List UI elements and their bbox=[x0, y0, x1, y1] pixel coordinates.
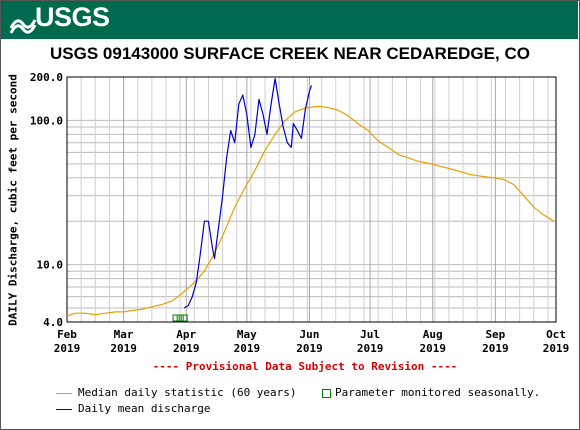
legend-seasonal-label: Parameter monitored seasonally. bbox=[335, 386, 541, 399]
y-tick-label: 10.0 bbox=[37, 259, 64, 272]
x-tick-month: Sep bbox=[485, 328, 505, 341]
provisional-note: ---- Provisional Data Subject to Revisio… bbox=[152, 360, 458, 373]
x-tick-month: Jul bbox=[360, 328, 380, 341]
daily-mean-series-line bbox=[183, 78, 313, 309]
plot-border bbox=[66, 76, 557, 323]
y-axis-title: DAILY Discharge, cubic feet per second bbox=[6, 74, 20, 326]
x-tick-year: 2019 bbox=[54, 342, 81, 355]
x-tick-month: May bbox=[237, 328, 257, 341]
median-swatch bbox=[56, 392, 72, 394]
legend-item-median: Median daily statistic (60 years) bbox=[56, 386, 297, 399]
chart-title: USGS 09143000 SURFACE CREEK NEAR CEDARED… bbox=[50, 44, 530, 63]
y-tick-label: 200.0 bbox=[30, 71, 63, 84]
x-tick-year: 2019 bbox=[296, 342, 323, 355]
legend-daily-label: Daily mean discharge bbox=[78, 402, 211, 415]
x-tick-month: Jun bbox=[300, 328, 320, 341]
legend-item-seasonal: Parameter monitored seasonally. bbox=[322, 386, 540, 399]
seasonal-marker bbox=[176, 314, 184, 322]
x-tick-year: 2019 bbox=[419, 342, 446, 355]
x-tick-year: 2019 bbox=[482, 342, 509, 355]
y-tick-label: 4.0 bbox=[43, 316, 63, 329]
seasonal-marker bbox=[172, 314, 180, 322]
daily-swatch bbox=[56, 408, 72, 410]
x-tick-year: 2019 bbox=[357, 342, 384, 355]
legend-median-label: Median daily statistic (60 years) bbox=[78, 386, 297, 399]
x-tick-month: Feb bbox=[57, 328, 77, 341]
x-tick-year: 2019 bbox=[234, 342, 261, 355]
x-tick-month: Mar bbox=[114, 328, 134, 341]
x-tick-month: Apr bbox=[176, 328, 196, 341]
median-series-line bbox=[66, 105, 555, 317]
x-tick-year: 2019 bbox=[110, 342, 137, 355]
usgs-logo-icon bbox=[9, 19, 37, 34]
x-tick-month: Aug bbox=[423, 328, 443, 341]
x-tick-year: 2019 bbox=[543, 342, 570, 355]
x-tick-month: Oct bbox=[546, 328, 566, 341]
legend-item-daily: Daily mean discharge bbox=[56, 402, 210, 415]
y-tick-label: 100.0 bbox=[30, 114, 63, 127]
x-tick-year: 2019 bbox=[173, 342, 200, 355]
seasonal-marker bbox=[180, 314, 188, 322]
usgs-logo-text: USGS bbox=[35, 2, 110, 32]
usgs-banner: USGS bbox=[1, 1, 578, 39]
seasonal-box-icon bbox=[322, 388, 331, 398]
